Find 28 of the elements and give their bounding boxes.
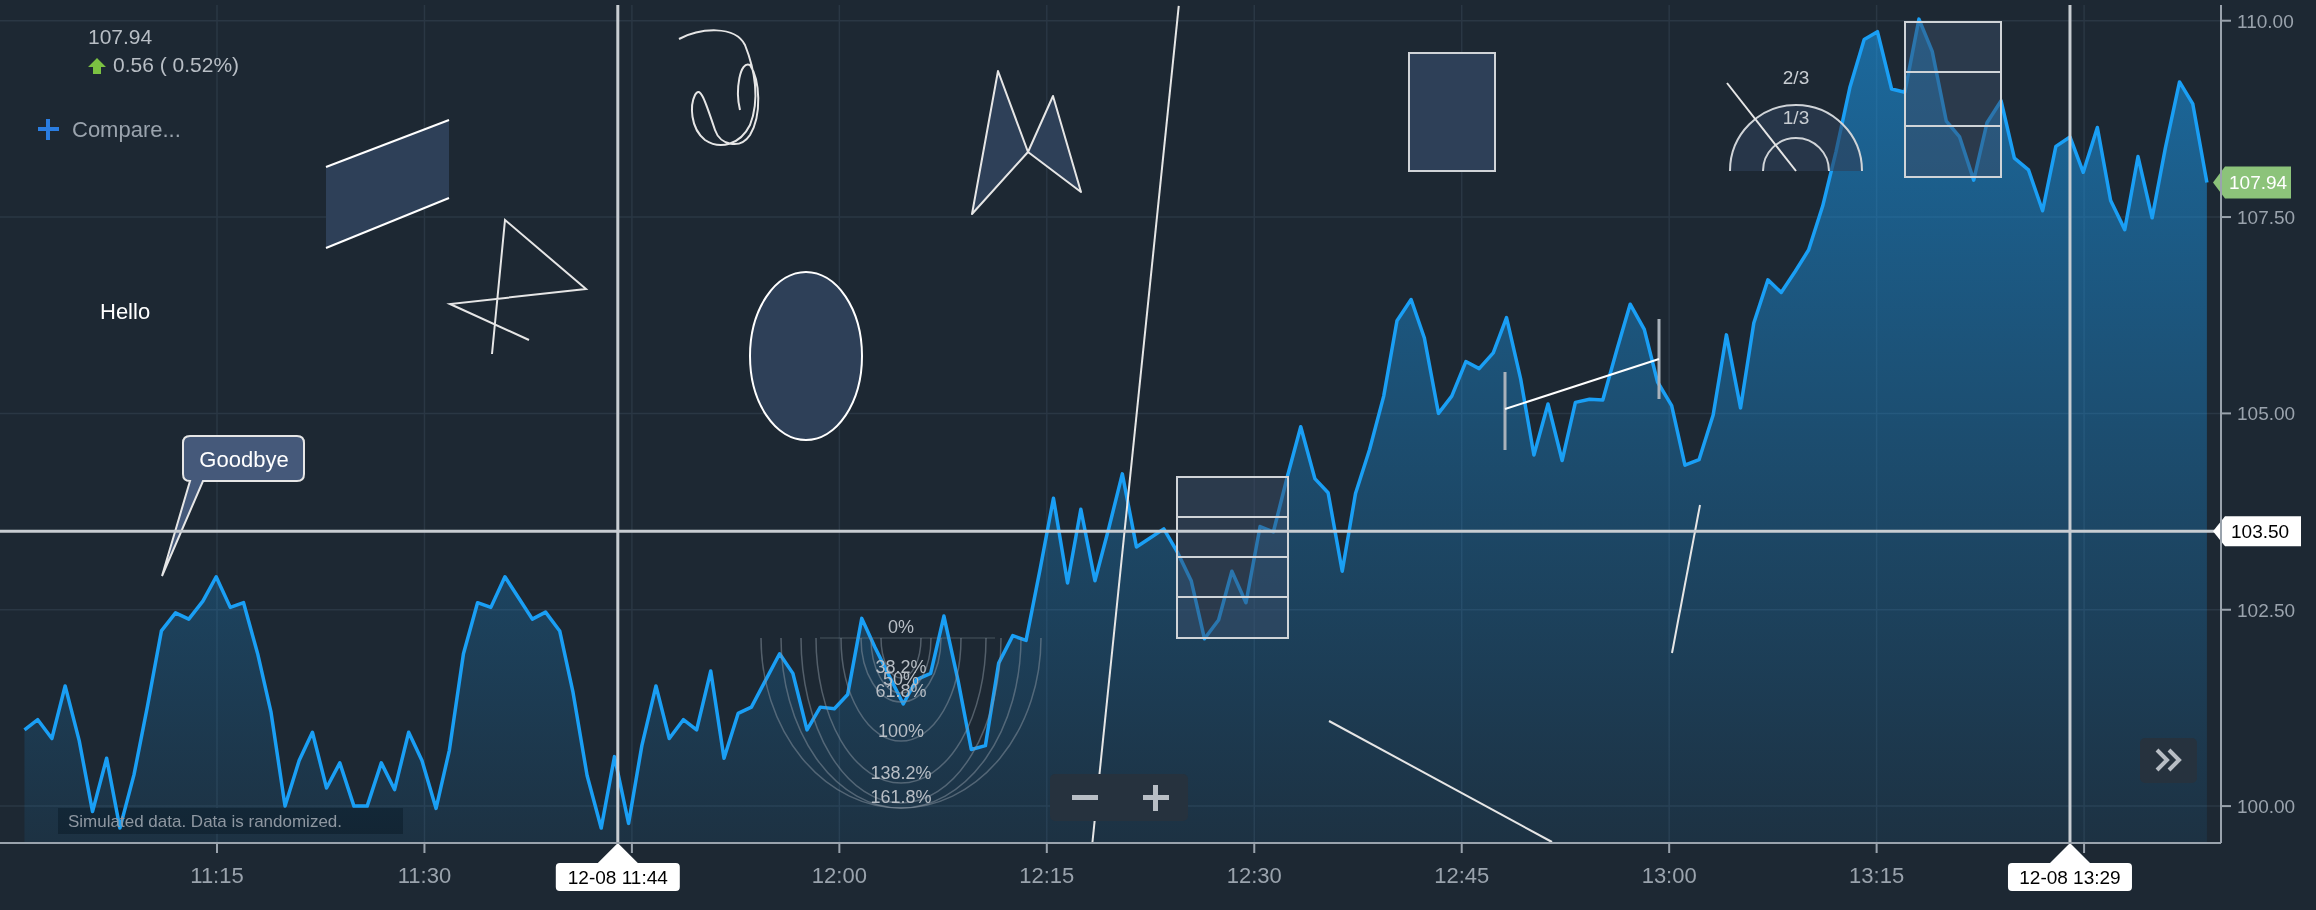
ref-line-label: 12-08 11:44 — [567, 867, 669, 888]
y-tick-label: 105.00 — [2237, 403, 2296, 425]
annotation: 100% — [877, 721, 925, 741]
x-tick-label: 12:45 — [1434, 863, 1490, 888]
annotation: 0% — [887, 617, 915, 637]
annotation: Hello — [100, 299, 151, 324]
x-tick-label: 11:30 — [397, 863, 452, 888]
annotation: 1/3 — [1782, 107, 1810, 128]
ref-line-label: 103.50 — [2231, 521, 2290, 543]
y-tick-label: 107.50 — [2237, 207, 2296, 229]
text: 0.56 ( 0.52%) — [113, 53, 240, 76]
y-tick-label: 110.00 — [2237, 10, 2294, 32]
x-tick-label: 12:00 — [811, 863, 867, 888]
annotation: Compare... — [72, 117, 181, 142]
x-tick-label: 12:15 — [1019, 863, 1075, 888]
x-tick-label: 12:30 — [1226, 863, 1282, 888]
annotation: 2/3 — [1782, 67, 1810, 88]
text: 107.94 — [88, 25, 153, 48]
annotation: 161.8% — [870, 787, 932, 807]
text: 107.94 — [2229, 172, 2288, 194]
y-tick-label: 100.00 — [2237, 796, 2296, 818]
ref-line-label: 12-08 13:29 — [2019, 867, 2121, 888]
annotation: 138.2% — [870, 763, 932, 783]
x-tick-label: 11:15 — [190, 863, 244, 888]
y-tick-label: 102.50 — [2237, 599, 2296, 621]
x-tick-label: 13:00 — [1641, 863, 1697, 888]
x-tick-label: 13:15 — [1849, 863, 1905, 888]
annotation: Goodbye — [199, 447, 289, 472]
